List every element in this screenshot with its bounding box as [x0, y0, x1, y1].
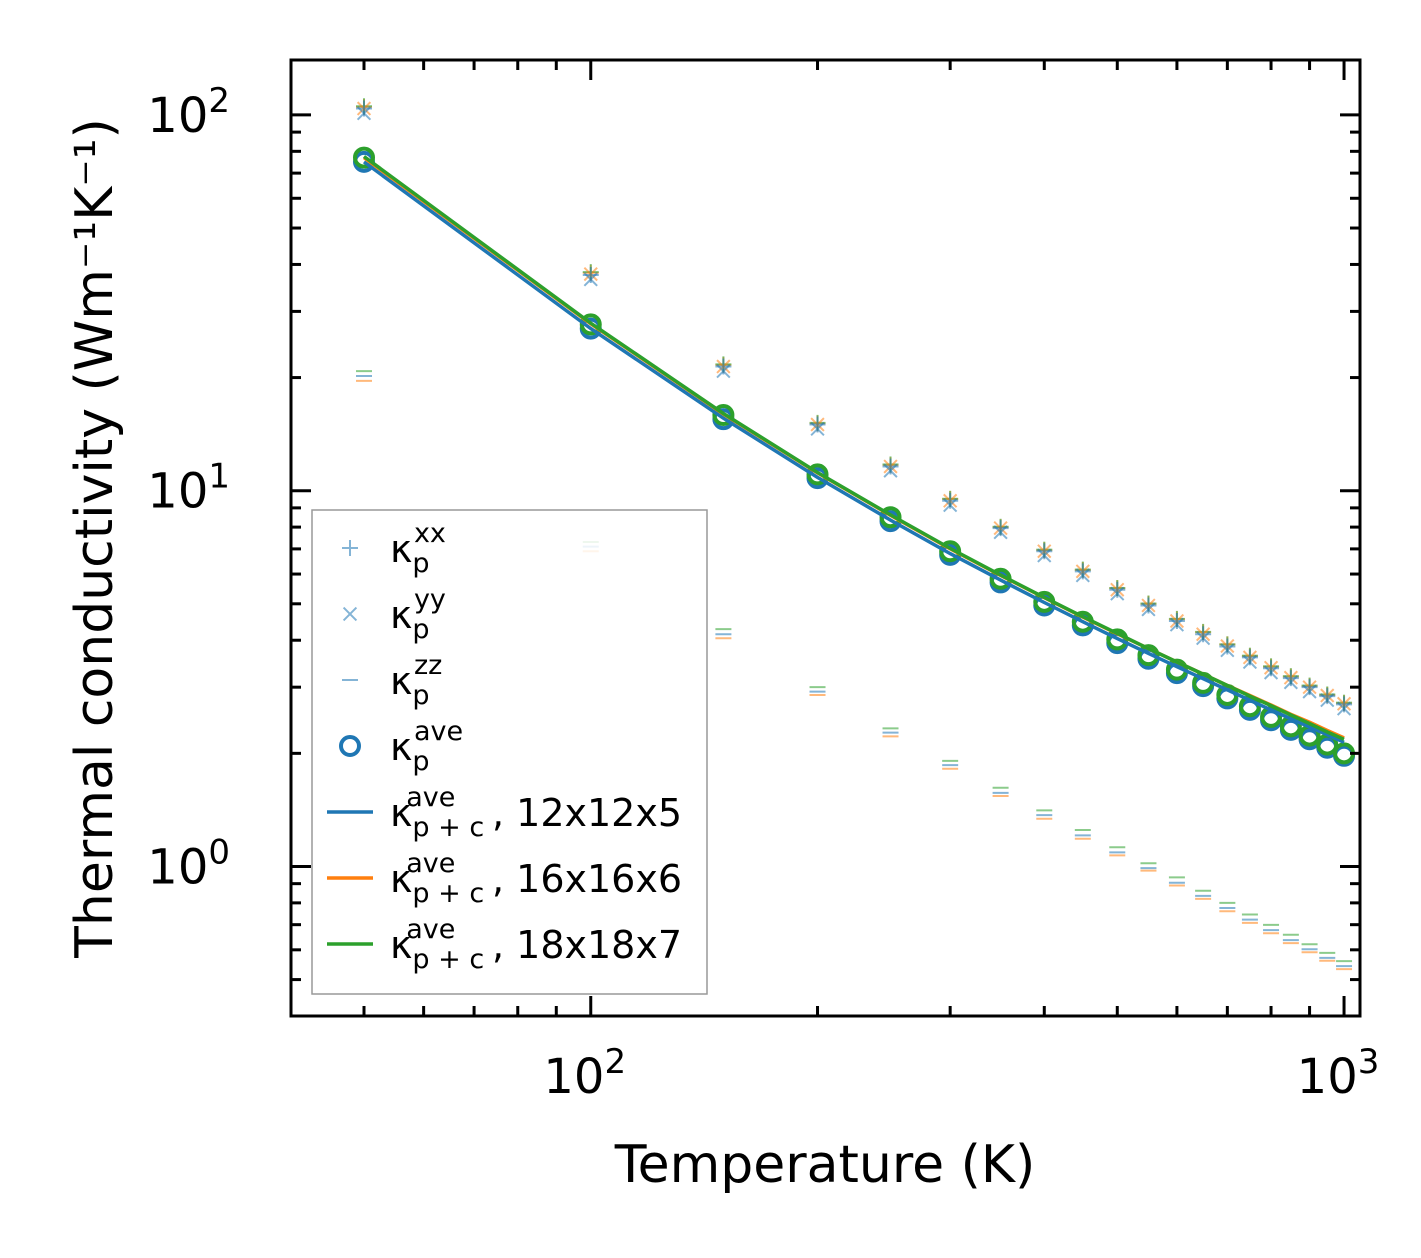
data-point	[1169, 617, 1185, 632]
series-kp_yy	[356, 106, 1352, 716]
data-point	[1037, 548, 1052, 563]
data-point	[1137, 644, 1160, 667]
data-point	[879, 506, 902, 529]
legend-item: κp + cave, 16x16x6	[327, 848, 682, 909]
legend-label: κp + cave, 16x16x6	[390, 848, 682, 909]
data-point	[1110, 586, 1125, 601]
data-point	[1283, 675, 1298, 690]
y-axis-label: Thermal conductivity (Wm⁻¹K⁻¹)	[65, 118, 125, 959]
data-point	[1320, 693, 1335, 708]
legend-marker	[339, 735, 361, 757]
data-point	[1220, 643, 1235, 658]
data-point	[883, 463, 898, 478]
data-point	[993, 525, 1008, 540]
series-line	[362, 160, 1345, 744]
x-tick-label: 102	[543, 1042, 626, 1105]
legend-label: κpzz	[390, 650, 442, 711]
data-point	[1263, 665, 1279, 680]
tick-labels: 102 103 100 101 102	[147, 81, 1379, 1105]
data-point	[1219, 638, 1236, 655]
legend-item: κpzz	[342, 650, 442, 711]
legend-item: κpxx	[342, 518, 446, 579]
y-tick-label: 101	[147, 457, 230, 520]
data-point	[356, 106, 372, 121]
legend-label: κp + cave, 12x12x5	[390, 782, 682, 843]
series-kpc_18x18x7	[362, 155, 1345, 741]
overlay-series-3	[356, 379, 1353, 971]
data-point	[353, 146, 376, 169]
data-point	[1302, 684, 1317, 699]
data-point	[579, 313, 602, 336]
series-line	[362, 155, 1345, 741]
series-kp_zz	[356, 374, 1353, 968]
x-axis-label: Temperature (K)	[614, 1135, 1036, 1195]
data-point	[1336, 701, 1352, 716]
legend-item: κp + cave, 12x12x5	[327, 782, 682, 843]
data-point	[1141, 602, 1156, 617]
data-point	[712, 404, 735, 427]
legend-label: κpxx	[390, 518, 446, 579]
data-point	[943, 498, 958, 513]
plot-area	[353, 98, 1356, 971]
data-point	[1196, 631, 1211, 646]
legend-label: κpyy	[390, 584, 446, 645]
legend-marker	[342, 540, 358, 556]
legend-label: κpave	[390, 716, 463, 777]
data-point	[716, 364, 731, 379]
data-point	[806, 463, 829, 486]
y-tick-label: 100	[147, 832, 230, 895]
data-point	[810, 421, 825, 437]
data-point	[1168, 613, 1185, 630]
legend-item: κp + cave, 18x18x7	[327, 914, 682, 975]
legend-frame	[311, 509, 708, 995]
axis-ticks	[289, 60, 1360, 1018]
x-tick-label: 103	[1297, 1042, 1380, 1105]
data-point	[1075, 568, 1090, 583]
legend-label: κp + cave, 18x18x7	[390, 914, 682, 975]
legend-item: κpave	[339, 716, 463, 777]
series-kpc_12x12x5	[362, 160, 1345, 744]
legend-item: κpyy	[342, 584, 446, 645]
data-point	[1260, 705, 1283, 728]
axes-frame	[289, 58, 1362, 1018]
y-tick-label: 102	[147, 81, 230, 144]
data-point	[1242, 654, 1258, 670]
data-point	[583, 272, 598, 287]
overlay-series-4	[356, 370, 1353, 963]
legend-marker	[342, 606, 358, 622]
